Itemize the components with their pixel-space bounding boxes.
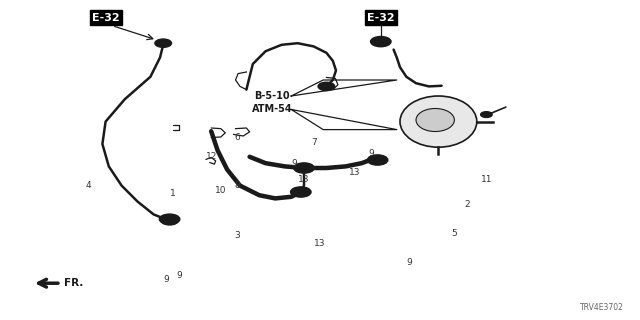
Text: ATM-54: ATM-54 bbox=[252, 104, 292, 114]
Text: 6: 6 bbox=[234, 133, 239, 142]
Circle shape bbox=[371, 36, 391, 47]
Text: 13: 13 bbox=[314, 239, 326, 248]
Text: 10: 10 bbox=[215, 186, 227, 195]
Text: 1: 1 bbox=[170, 189, 175, 198]
Circle shape bbox=[291, 187, 311, 197]
Text: E-32: E-32 bbox=[367, 12, 395, 23]
Text: 12: 12 bbox=[205, 152, 217, 161]
Text: 4: 4 bbox=[86, 181, 91, 190]
Text: 9: 9 bbox=[164, 276, 169, 284]
Text: 13: 13 bbox=[349, 168, 361, 177]
Text: 9: 9 bbox=[292, 159, 297, 168]
Text: B-5-10: B-5-10 bbox=[254, 91, 290, 101]
Circle shape bbox=[155, 39, 172, 47]
Text: 2: 2 bbox=[465, 200, 470, 209]
Text: 9: 9 bbox=[369, 149, 374, 158]
Circle shape bbox=[294, 163, 314, 173]
Text: 9: 9 bbox=[177, 271, 182, 280]
Circle shape bbox=[161, 217, 178, 225]
Circle shape bbox=[159, 214, 180, 224]
Text: TRV4E3702: TRV4E3702 bbox=[580, 303, 624, 312]
Circle shape bbox=[367, 155, 388, 165]
Text: E-32: E-32 bbox=[92, 12, 120, 23]
Text: 13: 13 bbox=[298, 175, 310, 184]
Circle shape bbox=[318, 82, 335, 91]
Ellipse shape bbox=[416, 108, 454, 132]
Text: 11: 11 bbox=[481, 175, 492, 184]
Ellipse shape bbox=[400, 96, 477, 147]
Text: 9: 9 bbox=[407, 258, 412, 267]
Text: FR.: FR. bbox=[64, 278, 83, 288]
Circle shape bbox=[481, 112, 492, 117]
Text: 5: 5 bbox=[452, 229, 457, 238]
Text: 8: 8 bbox=[234, 181, 239, 190]
Text: 7: 7 bbox=[311, 138, 316, 147]
Text: 3: 3 bbox=[234, 231, 239, 240]
